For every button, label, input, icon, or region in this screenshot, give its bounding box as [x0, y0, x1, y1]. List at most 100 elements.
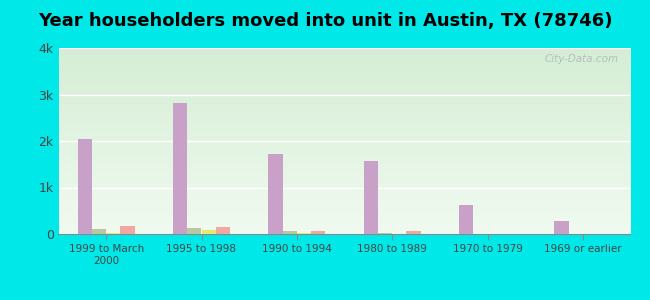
Bar — [58, 161, 630, 162]
Bar — [216, 226, 230, 234]
Bar — [58, 70, 630, 71]
Bar — [58, 181, 630, 182]
Bar — [58, 104, 630, 105]
Bar — [58, 168, 630, 169]
Bar — [58, 62, 630, 63]
Bar — [58, 88, 630, 89]
Bar — [58, 64, 630, 65]
Bar — [58, 87, 630, 88]
Bar — [378, 233, 392, 234]
Bar — [58, 216, 630, 217]
Bar — [58, 172, 630, 173]
Bar — [58, 150, 630, 151]
Bar — [58, 102, 630, 103]
Bar — [58, 158, 630, 159]
Bar — [58, 75, 630, 76]
Bar — [58, 188, 630, 189]
Bar — [268, 154, 283, 234]
Bar — [58, 211, 630, 212]
Bar — [58, 143, 630, 144]
Bar — [58, 97, 630, 98]
Bar — [58, 82, 630, 83]
Bar — [58, 209, 630, 210]
Bar — [363, 160, 378, 234]
Bar — [58, 92, 630, 93]
Bar — [58, 155, 630, 156]
Bar — [58, 182, 630, 183]
Bar — [58, 116, 630, 117]
Bar — [58, 141, 630, 142]
Bar — [58, 71, 630, 72]
Bar — [58, 163, 630, 164]
Bar — [58, 123, 630, 124]
Bar — [187, 228, 202, 234]
Bar — [58, 176, 630, 177]
Bar — [58, 205, 630, 206]
Bar — [58, 135, 630, 136]
Bar — [283, 231, 297, 234]
Bar — [58, 140, 630, 141]
Bar — [58, 66, 630, 67]
Bar — [58, 125, 630, 126]
Bar — [58, 224, 630, 225]
Bar — [58, 173, 630, 175]
Bar — [58, 131, 630, 132]
Bar — [58, 198, 630, 199]
Bar — [58, 149, 630, 150]
Bar — [58, 142, 630, 143]
Bar — [173, 103, 187, 234]
Bar — [202, 230, 216, 234]
Bar — [58, 126, 630, 127]
Bar — [58, 206, 630, 207]
Text: Year householders moved into unit in Austin, TX (78746): Year householders moved into unit in Aus… — [38, 12, 612, 30]
Bar — [58, 48, 630, 49]
Bar — [58, 203, 630, 204]
Bar — [58, 178, 630, 179]
Bar — [58, 213, 630, 214]
Bar — [58, 217, 630, 218]
Bar — [120, 226, 135, 234]
Bar — [58, 72, 630, 73]
Bar — [58, 78, 630, 79]
Bar — [58, 200, 630, 202]
Bar — [58, 160, 630, 161]
Bar — [58, 187, 630, 188]
Bar — [58, 225, 630, 226]
Bar — [58, 57, 630, 58]
Bar — [58, 121, 630, 122]
Bar — [58, 53, 630, 54]
Bar — [58, 134, 630, 135]
Bar — [58, 157, 630, 158]
Bar — [58, 67, 630, 68]
Bar — [58, 113, 630, 114]
Bar — [554, 220, 569, 234]
Bar — [58, 65, 630, 66]
Bar — [77, 139, 92, 234]
Bar — [58, 162, 630, 163]
Bar — [58, 114, 630, 115]
Bar — [58, 119, 630, 120]
Bar — [58, 85, 630, 86]
Bar — [58, 195, 630, 196]
Bar — [58, 98, 630, 99]
Bar — [58, 189, 630, 190]
Bar — [58, 146, 630, 147]
Bar — [58, 221, 630, 222]
Bar — [58, 105, 630, 106]
Bar — [58, 199, 630, 200]
Bar — [58, 138, 630, 139]
Bar — [58, 69, 630, 70]
Bar — [58, 169, 630, 170]
Bar — [58, 54, 630, 55]
Bar — [58, 230, 630, 231]
Bar — [58, 170, 630, 171]
Bar — [58, 128, 630, 129]
Bar — [58, 180, 630, 181]
Bar — [58, 210, 630, 211]
Bar — [58, 165, 630, 166]
Bar — [58, 111, 630, 112]
Bar — [58, 171, 630, 172]
Bar — [58, 145, 630, 146]
Bar — [58, 106, 630, 107]
Bar — [58, 132, 630, 133]
